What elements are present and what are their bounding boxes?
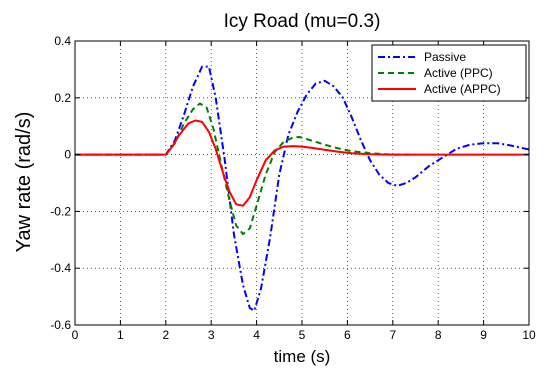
- x-tick-label: 7: [389, 328, 396, 342]
- chart-title: Icy Road (mu=0.3): [224, 11, 381, 32]
- x-axis-label: time (s): [274, 347, 331, 366]
- series-line-3: [75, 119, 529, 207]
- x-tick-label: 2: [162, 328, 169, 342]
- x-tick-label: 9: [480, 328, 487, 342]
- x-tick-label: 3: [208, 328, 215, 342]
- grid: [75, 41, 529, 325]
- legend-label: Active (APPC): [424, 82, 501, 96]
- series-line-1: [75, 65, 530, 312]
- y-tick-label: -0.4: [50, 261, 71, 275]
- legend-label: Passive: [424, 50, 466, 64]
- x-tick-label: 5: [299, 328, 306, 342]
- y-tick-label: -0.6: [50, 318, 71, 332]
- tick-labels: 0 1 2 3 4 5 6 7 8 9 10 -0.6 -0.4 -0.2 0 0.2 0.4: [50, 34, 536, 342]
- y-tick-label: -0.2: [50, 204, 71, 218]
- ticks: [74, 40, 530, 326]
- y-axis-label: Yaw rate (rad/s): [13, 112, 35, 253]
- x-tick-label: 0: [72, 328, 79, 342]
- x-tick-label: 1: [117, 328, 124, 342]
- x-tick-label: 6: [344, 328, 351, 342]
- legend: Passive Active (PPC) Active (APPC): [371, 44, 527, 102]
- y-tick-label: 0.2: [54, 91, 71, 105]
- x-tick-label: 4: [253, 328, 260, 342]
- legend-box: [371, 44, 527, 102]
- legend-label: Active (PPC): [424, 66, 493, 80]
- y-tick-label: 0: [64, 148, 71, 162]
- x-tick-label: 10: [522, 328, 536, 342]
- series-line-2: [75, 102, 416, 236]
- series-group: [75, 65, 530, 312]
- y-tick-label: 0.4: [54, 34, 71, 48]
- x-tick-label: 8: [435, 328, 442, 342]
